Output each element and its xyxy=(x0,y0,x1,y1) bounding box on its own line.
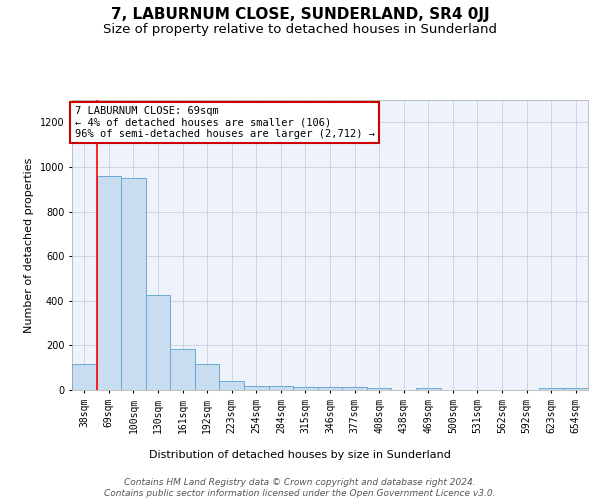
Bar xyxy=(269,386,293,390)
Text: Distribution of detached houses by size in Sunderland: Distribution of detached houses by size … xyxy=(149,450,451,460)
Text: 7, LABURNUM CLOSE, SUNDERLAND, SR4 0JJ: 7, LABURNUM CLOSE, SUNDERLAND, SR4 0JJ xyxy=(110,8,490,22)
Text: 7 LABURNUM CLOSE: 69sqm
← 4% of detached houses are smaller (106)
96% of semi-de: 7 LABURNUM CLOSE: 69sqm ← 4% of detached… xyxy=(74,106,374,139)
Bar xyxy=(220,380,244,390)
Bar xyxy=(563,388,588,390)
Bar xyxy=(146,295,170,390)
Bar xyxy=(318,387,342,390)
Bar xyxy=(170,348,195,390)
Bar xyxy=(367,388,391,390)
Bar xyxy=(539,388,563,390)
Bar xyxy=(293,388,318,390)
Bar xyxy=(244,386,269,390)
Bar xyxy=(195,364,220,390)
Text: Contains HM Land Registry data © Crown copyright and database right 2024.
Contai: Contains HM Land Registry data © Crown c… xyxy=(104,478,496,498)
Bar xyxy=(121,178,146,390)
Y-axis label: Number of detached properties: Number of detached properties xyxy=(24,158,34,332)
Bar xyxy=(97,176,121,390)
Bar xyxy=(72,364,97,390)
Bar xyxy=(342,387,367,390)
Bar xyxy=(416,388,440,390)
Text: Size of property relative to detached houses in Sunderland: Size of property relative to detached ho… xyxy=(103,22,497,36)
